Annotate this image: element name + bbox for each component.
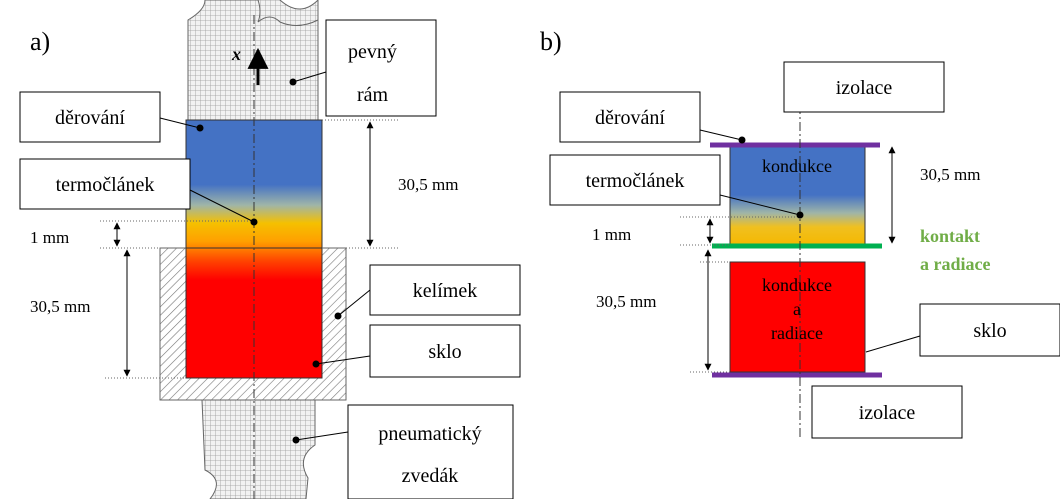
x-axis-label: x <box>231 44 241 64</box>
dimension-extension-lines <box>100 119 400 379</box>
contact-label-2: a radiace <box>920 254 990 274</box>
callout-dots-b <box>738 136 804 219</box>
zone-lower-label-2: a <box>793 299 801 319</box>
rod-top-cut <box>257 0 319 26</box>
svg-text:zvedák: zvedák <box>402 465 459 487</box>
svg-text:sklo: sklo <box>973 320 1006 342</box>
callout-derovani-b: děrování <box>559 91 701 143</box>
fixed-frame-rod <box>187 0 319 121</box>
svg-text:rám: rám <box>357 84 389 106</box>
svg-text:izolace: izolace <box>859 402 916 424</box>
svg-text:termočlánek: termočlánek <box>56 174 155 196</box>
callout-pneumaticky-zvedak: pneumatický zvedák <box>347 404 514 499</box>
sample-lower-b <box>729 261 866 373</box>
dim-gap-a-label: 1 mm <box>30 228 69 247</box>
svg-text:děrování: děrování <box>595 107 665 129</box>
callout-derovani-a: děrování <box>19 91 161 143</box>
panel-b-label: b) <box>540 27 562 56</box>
dim-upper-a-label: 30,5 mm <box>398 175 458 194</box>
contact-label-1: kontakt <box>920 226 980 246</box>
svg-text:děrování: děrování <box>55 107 125 129</box>
callout-dots-a <box>196 78 342 444</box>
svg-text:kelímek: kelímek <box>413 280 477 302</box>
callout-izolace-top: izolace <box>783 61 945 113</box>
svg-text:termočlánek: termočlánek <box>586 170 685 192</box>
svg-text:izolace: izolace <box>836 77 893 99</box>
dim-lower-b-label: 30,5 mm <box>596 292 656 311</box>
dim-upper-b-label: 30,5 mm <box>920 165 980 184</box>
zone-lower-label-1: kondukce <box>762 275 832 295</box>
callout-termoclanek-a: termočlánek <box>19 158 191 210</box>
callout-sklo-a: sklo <box>369 324 521 378</box>
callout-izolace-bottom: izolace <box>811 385 963 439</box>
panel-a-label: a) <box>30 27 50 56</box>
callout-pevny-ram: pevný rám <box>325 19 437 117</box>
callout-leaders-a <box>159 71 371 441</box>
callout-sklo-b: sklo <box>919 303 1060 357</box>
svg-text:pevný: pevný <box>348 41 397 63</box>
callout-leaders-b <box>699 129 921 353</box>
svg-text:pneumatický: pneumatický <box>378 423 481 445</box>
callout-termoclanek-b: termočlánek <box>549 154 721 206</box>
pneumatic-lift-rod <box>201 399 316 499</box>
svg-text:sklo: sklo <box>428 341 461 363</box>
zone-lower-label-3: radiace <box>771 323 823 343</box>
callout-kelimek: kelímek <box>369 264 521 316</box>
zone-upper-label: kondukce <box>762 156 832 176</box>
dim-lower-a-label: 30,5 mm <box>30 297 90 316</box>
sample-upper-b <box>729 144 866 246</box>
dimension-extension-lines-b <box>680 216 800 373</box>
dim-gap-b-label: 1 mm <box>592 225 631 244</box>
